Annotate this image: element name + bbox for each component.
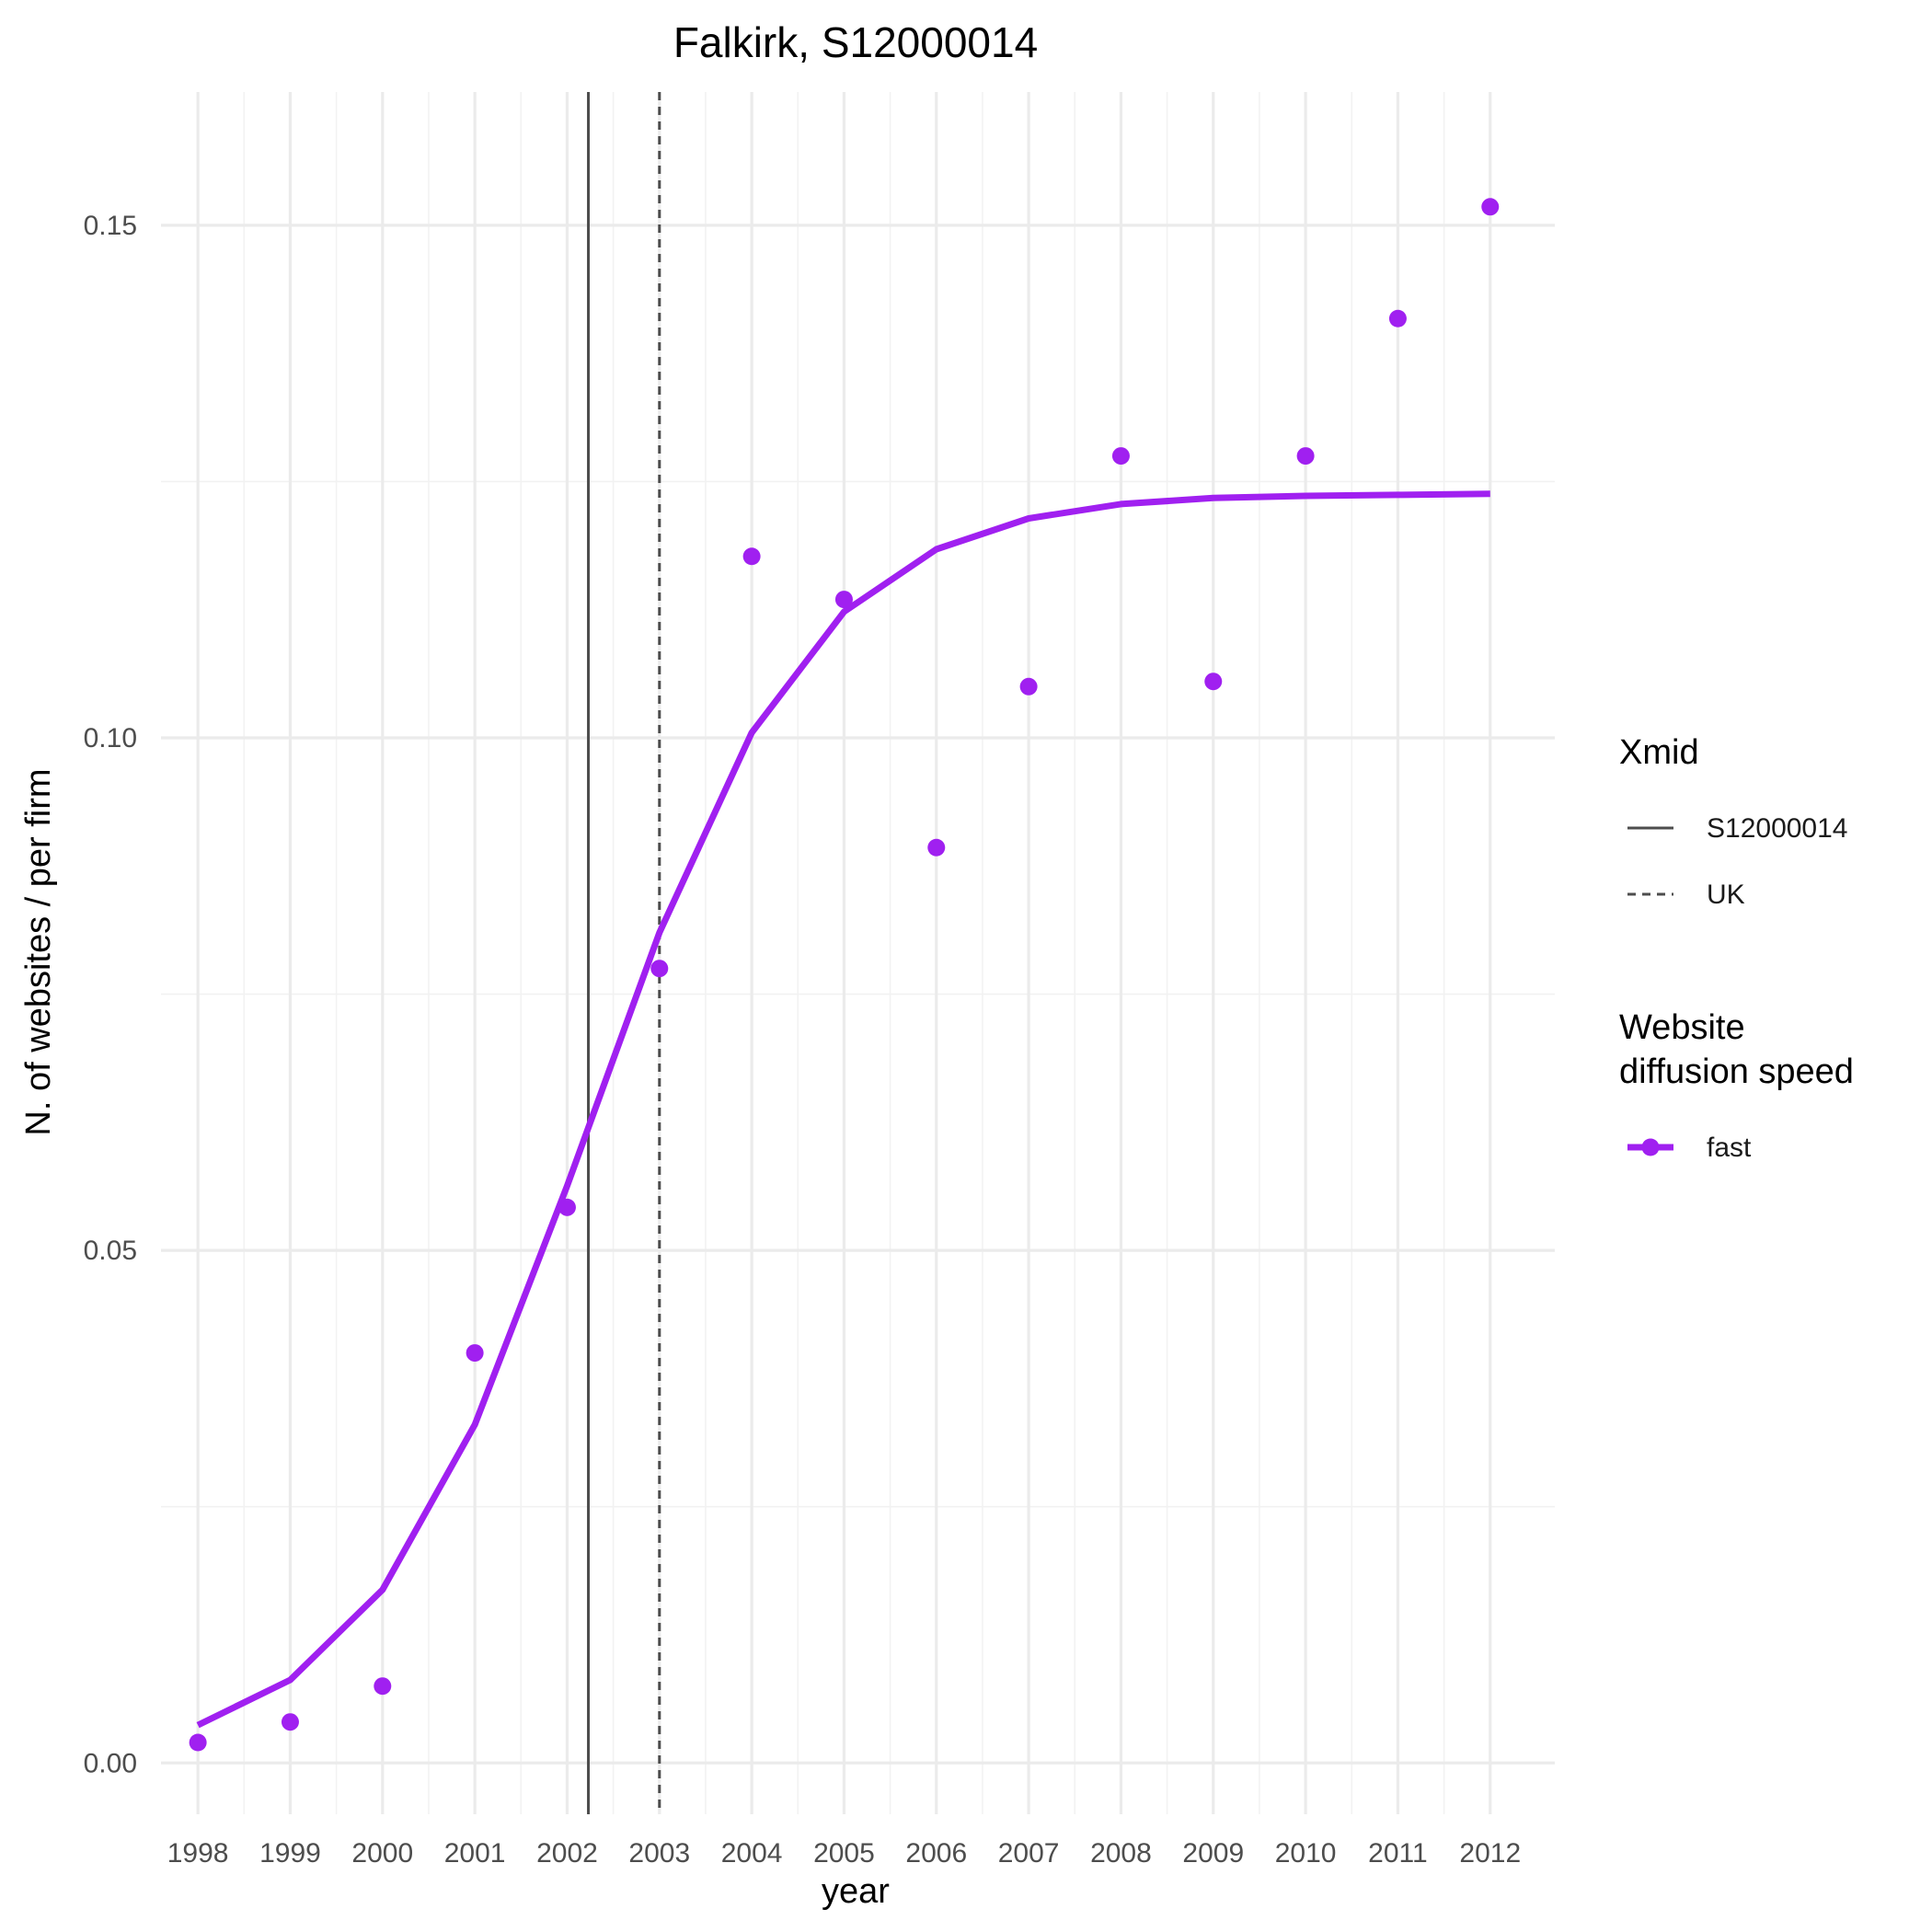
legend-title: Website	[1619, 1008, 1745, 1047]
x-tick-label: 2001	[444, 1838, 506, 1869]
data-point	[1296, 447, 1315, 466]
x-tick-label: 2006	[905, 1838, 967, 1869]
x-tick-label: 2005	[813, 1838, 875, 1869]
legend: Xmid S12000014 UK Website diffusion speed fas…	[1619, 733, 1854, 1163]
x-tick-label: 2003	[628, 1838, 690, 1869]
data-point	[1019, 677, 1038, 696]
data-point	[466, 1344, 484, 1363]
fitted-curve	[196, 490, 1490, 1729]
x-tick-label: 1998	[167, 1838, 229, 1869]
data-point	[189, 1733, 207, 1752]
data-point	[374, 1677, 392, 1696]
y-tick-label: 0.05	[84, 1236, 137, 1266]
legend-title: Xmid	[1619, 733, 1699, 772]
chart-title: Falkirk, S12000014	[673, 18, 1038, 66]
y-axis-title: N. of websites / per firm	[19, 768, 58, 1135]
data-point	[1111, 447, 1130, 466]
data-point	[1388, 309, 1407, 328]
legend-title: diffusion speed	[1619, 1052, 1854, 1091]
y-tick-label: 0.10	[84, 723, 137, 753]
y-tick-label: 0.15	[84, 211, 137, 241]
data-point	[927, 838, 946, 857]
x-tick-label: 2008	[1090, 1838, 1152, 1869]
x-tick-label: 1999	[259, 1838, 321, 1869]
plot-area: 1998 1999 2000 2001 2002 2003 2004 2005 2006 2007…	[84, 92, 1555, 1869]
data-point	[834, 591, 853, 609]
data-point	[650, 960, 669, 978]
x-axis-title: year	[822, 1872, 890, 1911]
legend-label: S12000014	[1707, 813, 1848, 844]
x-tick-label: 2010	[1275, 1838, 1337, 1869]
x-tick-label: 2009	[1182, 1838, 1244, 1869]
y-tick-label: 0.00	[84, 1748, 137, 1778]
data-point	[1481, 198, 1500, 216]
x-tick-label: 2000	[351, 1838, 413, 1869]
data-point	[558, 1198, 576, 1216]
x-tick-label: 2012	[1459, 1838, 1521, 1869]
data-point	[742, 547, 761, 566]
legend-key-point	[1641, 1138, 1660, 1156]
x-tick-label: 2011	[1368, 1838, 1428, 1869]
x-tick-label: 2002	[536, 1838, 598, 1869]
data-point	[281, 1713, 299, 1731]
legend-label: UK	[1707, 880, 1745, 910]
x-tick-label: 2004	[721, 1838, 783, 1869]
legend-label: fast	[1707, 1133, 1752, 1163]
x-tick-label: 2007	[998, 1838, 1060, 1869]
data-point	[1204, 673, 1223, 691]
